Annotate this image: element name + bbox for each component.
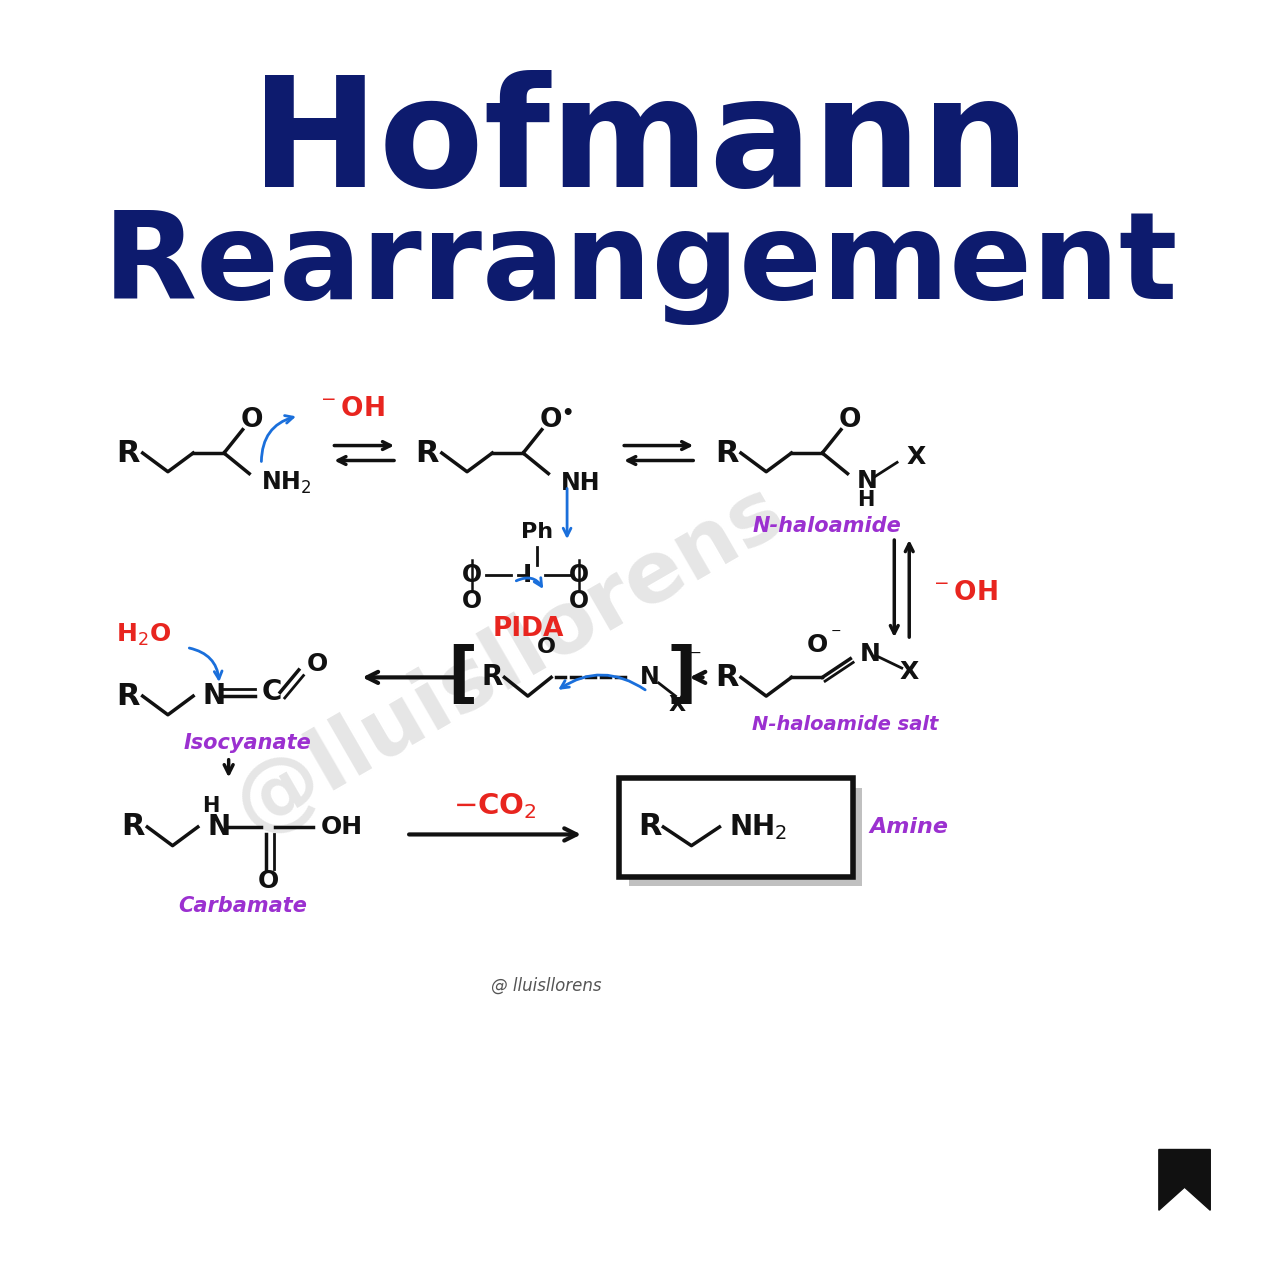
Text: Rearrangement: Rearrangement bbox=[102, 207, 1178, 325]
Text: N: N bbox=[860, 643, 881, 666]
Text: I: I bbox=[524, 562, 532, 586]
Text: $^-$OH: $^-$OH bbox=[929, 580, 997, 607]
Text: N: N bbox=[856, 468, 878, 493]
Text: O: O bbox=[840, 407, 861, 434]
Text: N: N bbox=[202, 682, 225, 710]
Text: $^-$: $^-$ bbox=[685, 649, 701, 668]
Text: O: O bbox=[462, 589, 481, 613]
Bar bbox=[628, 787, 863, 886]
Text: O: O bbox=[570, 562, 589, 586]
Text: R: R bbox=[416, 439, 439, 467]
Text: H: H bbox=[856, 490, 874, 509]
Text: X: X bbox=[900, 659, 919, 684]
Text: R: R bbox=[122, 813, 145, 841]
Text: H: H bbox=[202, 796, 220, 817]
Text: $^-$OH: $^-$OH bbox=[317, 396, 385, 422]
Text: NH: NH bbox=[561, 471, 600, 495]
Text: ]: ] bbox=[667, 644, 698, 710]
Text: Amine: Amine bbox=[869, 817, 948, 837]
Text: N: N bbox=[640, 666, 659, 690]
Text: OH: OH bbox=[320, 815, 362, 838]
Text: O: O bbox=[538, 637, 556, 658]
Text: Ph: Ph bbox=[521, 522, 553, 543]
Text: N: N bbox=[207, 813, 230, 841]
Text: O: O bbox=[540, 407, 562, 434]
Text: R: R bbox=[714, 663, 739, 692]
Text: R: R bbox=[481, 663, 503, 691]
Text: Hofmann: Hofmann bbox=[251, 70, 1029, 219]
Text: C: C bbox=[261, 678, 282, 707]
Text: $^-$: $^-$ bbox=[827, 626, 841, 644]
Text: R: R bbox=[714, 439, 739, 467]
Text: O: O bbox=[462, 562, 481, 586]
Text: X: X bbox=[669, 695, 686, 716]
Text: Carbamate: Carbamate bbox=[178, 896, 307, 916]
Text: O: O bbox=[570, 589, 589, 613]
Text: •: • bbox=[561, 404, 573, 424]
Bar bbox=[620, 778, 854, 877]
Text: O: O bbox=[257, 869, 279, 893]
Text: PIDA: PIDA bbox=[492, 616, 563, 641]
Text: NH$_2$: NH$_2$ bbox=[728, 812, 787, 842]
Text: NH$_2$: NH$_2$ bbox=[261, 470, 311, 497]
Text: [: [ bbox=[447, 644, 477, 710]
Text: X: X bbox=[906, 444, 925, 468]
Text: @ lluisllorens: @ lluisllorens bbox=[492, 977, 602, 995]
Text: R: R bbox=[116, 681, 140, 710]
Text: O: O bbox=[307, 653, 329, 676]
Text: O: O bbox=[241, 407, 264, 434]
Text: O: O bbox=[806, 632, 828, 657]
Text: N‑haloamide: N‑haloamide bbox=[753, 516, 901, 536]
Polygon shape bbox=[1158, 1149, 1211, 1211]
Text: @lluisllorens: @lluisllorens bbox=[220, 468, 797, 850]
Text: R: R bbox=[116, 439, 140, 467]
Text: $-$CO$_2$: $-$CO$_2$ bbox=[453, 791, 536, 822]
Text: Isocyanate: Isocyanate bbox=[183, 733, 311, 753]
Text: H$_2$O: H$_2$O bbox=[116, 622, 172, 649]
Text: R: R bbox=[639, 813, 662, 841]
Text: N‑haloamide salt: N‑haloamide salt bbox=[753, 714, 938, 733]
